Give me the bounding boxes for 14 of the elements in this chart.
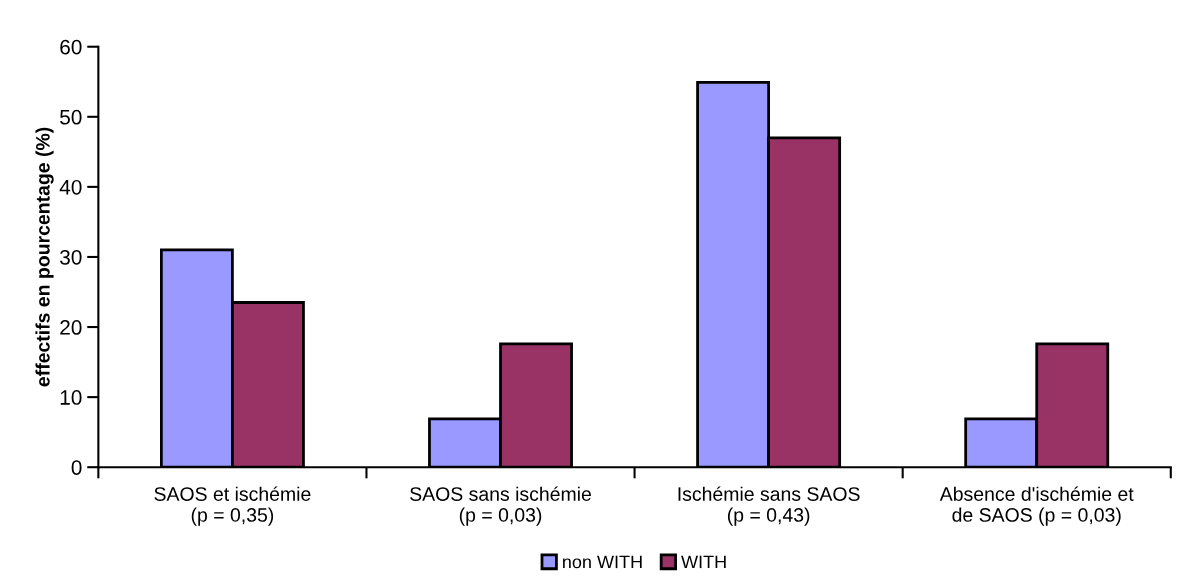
legend-label: non WITH (563, 555, 642, 569)
y-tick-label: 0 (71, 460, 82, 475)
y-tick-label: 50 (60, 109, 82, 125)
y-tick-label: 60 (60, 39, 82, 55)
x-tick-label: SAOS et ischémie (p = 0,35) (154, 486, 311, 526)
y-tick-label: 20 (60, 320, 82, 335)
y-axis-title: effectifs en pourcentage (%) (35, 127, 54, 387)
y-tick-label: 10 (60, 390, 82, 405)
y-tick-label: 30 (60, 249, 82, 265)
x-tick-label: SAOS sans ischémie (p = 0,03) (410, 486, 591, 526)
legend-label: WITH (681, 555, 726, 569)
x-tick-label: Absence d'ischémie et de SAOS (p = 0,03) (939, 486, 1134, 526)
y-tick-label: 40 (59, 179, 82, 195)
x-tick-label: Ischémie sans SAOS (p = 0,43) (678, 486, 860, 526)
